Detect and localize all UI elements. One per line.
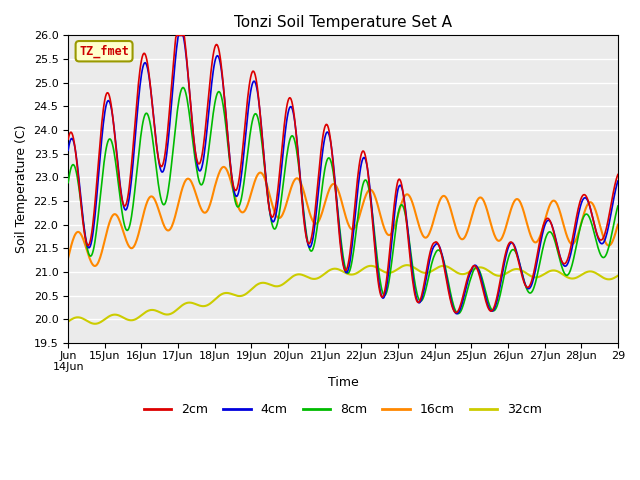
- X-axis label: Time: Time: [328, 376, 358, 389]
- Text: TZ_fmet: TZ_fmet: [79, 45, 129, 58]
- Legend: 2cm, 4cm, 8cm, 16cm, 32cm: 2cm, 4cm, 8cm, 16cm, 32cm: [139, 398, 547, 421]
- Title: Tonzi Soil Temperature Set A: Tonzi Soil Temperature Set A: [234, 15, 452, 30]
- Y-axis label: Soil Temperature (C): Soil Temperature (C): [15, 125, 28, 253]
